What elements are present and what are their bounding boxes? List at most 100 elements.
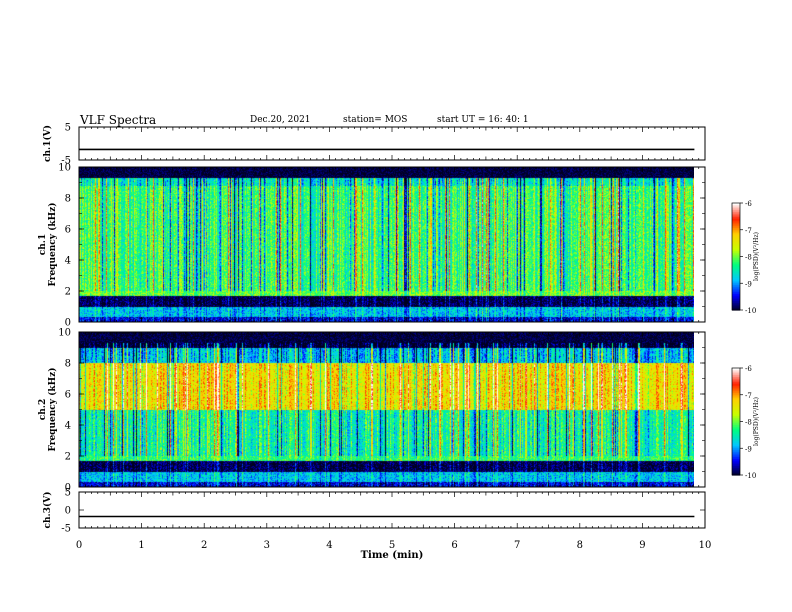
ch1-spectrogram-colorbar-cell <box>732 286 740 290</box>
ch1-spectrogram-colorbar-tick-label: -6 <box>745 200 752 208</box>
ch2-spectrogram-colorbar-cell <box>732 473 740 476</box>
ch2-spectrogram-colorbar-cell <box>732 437 740 440</box>
ch1-spectrogram-colorbar-cell <box>732 203 740 206</box>
ch2-spectrogram-colorbar-cell <box>732 446 740 449</box>
x-tick-label: 8 <box>577 540 583 551</box>
ch2-spectrogram-colorbar-cell <box>732 451 740 455</box>
ch1-spectrogram-colorbar-cell <box>732 267 740 270</box>
ch1-spectrogram-y-tick-label: 8 <box>65 194 71 205</box>
ch2-spectrogram-y-tick-label: 6 <box>65 390 71 401</box>
ch1-spectrogram-colorbar-cell <box>732 251 740 254</box>
x-tick-label: 9 <box>639 540 645 551</box>
ch1-spectrogram-y-tick-label: 2 <box>65 287 71 298</box>
x-tick-label: 4 <box>326 540 332 551</box>
ch1-spectrogram-colorbar-cell <box>732 204 740 208</box>
ch1-spectrogram-colorbar-cell <box>732 231 740 234</box>
ch1-spectrogram-image <box>79 167 694 322</box>
ch2-spectrogram-image <box>79 332 694 487</box>
ch2-spectrogram-colorbar-cell <box>732 373 740 376</box>
x-tick-label: 5 <box>389 540 395 551</box>
ch1-spectrogram-colorbar-cell <box>732 213 740 217</box>
x-tick-label: 3 <box>264 540 270 551</box>
ch1-spectrogram-colorbar-cell <box>732 245 740 249</box>
ch2-spectrogram-colorbar-cell <box>732 457 740 460</box>
x-axis-label: Time (min) <box>361 550 424 561</box>
ch2-spectrogram-colorbar-cell <box>732 435 740 439</box>
x-tick-label: 2 <box>201 540 207 551</box>
ch2-spectrogram-colorbar-cell <box>732 384 740 387</box>
ch2-spectrogram-y-label: Frequency (kHz) <box>47 367 58 451</box>
ch1-waveform-y-label: ch.1(V) <box>42 125 53 162</box>
ch1-spectrogram-colorbar-cell <box>732 249 740 252</box>
ch1-spectrogram-colorbar-tick-label: -9 <box>745 280 752 288</box>
ch1-spectrogram-colorbar-cell <box>732 283 740 286</box>
ch2-spectrogram-y-tick-label: 10 <box>58 328 71 339</box>
ch2-spectrogram-colorbar-cell <box>732 398 740 401</box>
x-tick-label: 10 <box>699 540 712 551</box>
ch2-spectrogram-colorbar-cell <box>732 385 740 389</box>
ch2-spectrogram-colorbar-cell <box>732 376 740 380</box>
ch2-spectrogram-colorbar-cell <box>732 460 740 464</box>
ch2-spectrogram-colorbar-cell <box>732 462 740 465</box>
ch2-spectrogram-colorbar-cell <box>732 432 740 435</box>
ch1-spectrogram-colorbar-cell <box>732 279 740 283</box>
ch3-waveform-frame <box>78 491 706 529</box>
ch2-spectrogram-colorbar-cell <box>732 401 740 405</box>
ch1-spectrogram-colorbar-cell <box>732 224 740 227</box>
ch3-waveform-y-tick-label: -5 <box>61 524 71 535</box>
ch2-spectrogram-colorbar-cell <box>732 467 740 471</box>
ch2-spectrogram-colorbar-tick-label: -8 <box>745 419 752 427</box>
ch2-spectrogram-colorbar-cell <box>732 382 740 385</box>
ch1-spectrogram-colorbar-cell <box>732 226 740 229</box>
ch2-spectrogram-colorbar-cell <box>732 455 740 458</box>
ch2-spectrogram-y-tick-label: 0 <box>65 483 71 494</box>
ch1-spectrogram-colorbar-cell <box>732 290 740 293</box>
x-tick-label: 7 <box>514 540 520 551</box>
ch1-spectrogram-colorbar-cell <box>732 261 740 265</box>
ch1-spectrogram-colorbar-cell <box>732 308 740 311</box>
ch1-spectrogram-y-tick-label: 0 <box>65 318 71 329</box>
ch1-spectrogram-colorbar-cell <box>732 219 740 222</box>
ch2-spectrogram-colorbar-cell <box>732 426 740 430</box>
ch1-spectrogram-colorbar-cell <box>732 258 740 261</box>
ch1-spectrogram-colorbar-cell <box>732 270 740 274</box>
ch1-spectrogram-colorbar-cell <box>732 206 740 209</box>
ch2-spectrogram-colorbar-cell <box>732 405 740 408</box>
x-tick-label: 0 <box>76 540 82 551</box>
ch1-spectrogram-colorbar-cell <box>732 277 740 281</box>
ch2-spectrogram-colorbar-cell <box>732 394 740 398</box>
ch2-spectrogram-colorbar-cell <box>732 453 740 456</box>
ch1-spectrogram-colorbar-cell <box>732 299 740 302</box>
ch3-waveform-y-label: ch.3(V) <box>42 492 53 529</box>
ch2-spectrogram-colorbar-cell <box>732 428 740 432</box>
ch1-spectrogram-colorbar-cell <box>732 260 740 263</box>
ch1-spectrogram-colorbar-cell <box>732 233 740 236</box>
ch1-spectrogram-colorbar-cell <box>732 240 740 243</box>
ch2-spectrogram-colorbar-cell <box>732 403 740 407</box>
ch1-spectrogram-colorbar-cell <box>732 301 740 304</box>
date-label: Dec.20, 2021 <box>250 115 311 125</box>
ch1-spectrogram-y-label: ch.1 <box>38 234 48 255</box>
ch1-spectrogram-colorbar-cell <box>732 276 740 279</box>
ch2-spectrogram-colorbar-cell <box>732 391 740 394</box>
ch2-spectrogram-colorbar-cell <box>732 423 740 426</box>
ch1-spectrogram-colorbar-cell <box>732 254 740 258</box>
ch1-spectrogram-colorbar-cell <box>732 256 740 259</box>
ch2-spectrogram-colorbar-label: log(PSD)(V²/Hz) <box>753 397 760 446</box>
ch1-spectrogram-colorbar-tick-label: -10 <box>745 307 756 315</box>
ch2-spectrogram-colorbar-cell <box>732 450 740 453</box>
ch2-spectrogram-colorbar-cell <box>732 380 740 383</box>
ch1-spectrogram-colorbar-cell <box>732 247 740 250</box>
ch2-spectrogram-colorbar-cell <box>732 419 740 423</box>
ch2-spectrogram-y-label: ch.2 <box>38 399 48 420</box>
ch2-spectrogram-colorbar-cell <box>732 471 740 474</box>
ch1-spectrogram-colorbar-cell <box>732 297 740 300</box>
ch2-spectrogram-y-tick-label: 2 <box>65 452 71 463</box>
colorbars: -6 -7 -8 -9 -10 log(PSD)(V²/Hz) -6 -7 -8 -9 -10 log… <box>731 200 760 480</box>
station-label: station= MOS <box>343 115 408 125</box>
ch2-spectrogram-colorbar-cell <box>732 421 740 424</box>
ch2-spectrogram-colorbar-cell <box>732 414 740 417</box>
ch2-spectrogram-colorbar-cell <box>732 433 740 437</box>
ch1-spectrogram-colorbar-cell <box>732 229 740 233</box>
